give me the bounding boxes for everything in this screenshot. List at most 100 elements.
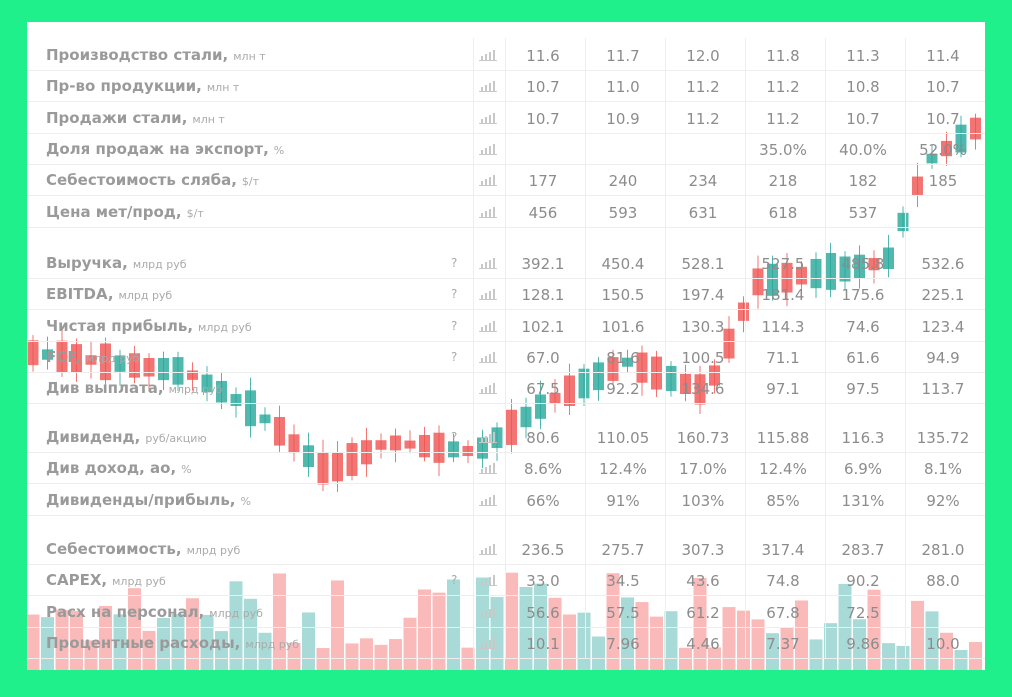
volume-bar xyxy=(128,588,141,670)
cell-value: 110.05 xyxy=(596,429,650,447)
volume-bar xyxy=(940,632,953,670)
volume-bar xyxy=(679,647,692,670)
chart-icon[interactable] xyxy=(479,143,499,155)
row-label: Чистая прибыль, млрд руб xyxy=(46,317,252,335)
cell-value: 275.7 xyxy=(601,541,645,559)
row-label: Доля продаж на экспорт,% xyxy=(46,140,284,158)
unit: млн т xyxy=(206,81,240,95)
cell-value: 10.1 xyxy=(526,634,560,653)
candle xyxy=(390,435,401,451)
table-row: Производство стали, млн т 11.6 11.7 12.0 11.8… xyxy=(27,40,985,71)
cell-value: 485.8 xyxy=(841,255,885,273)
cell-value: 114.3 xyxy=(761,317,805,336)
volume-bar xyxy=(374,644,388,670)
chart-icon[interactable] xyxy=(479,494,499,506)
volume-bar xyxy=(244,598,257,670)
help-icon[interactable]: ? xyxy=(451,287,458,302)
label-text: FCF, xyxy=(46,347,81,366)
candle xyxy=(288,434,300,454)
cell-value: 113.7 xyxy=(921,380,965,399)
help-icon[interactable]: ? xyxy=(451,430,458,444)
candle xyxy=(158,358,169,381)
table-row: Продажи стали, млн т 10.7 10.9 11.2 11.2 10.7 1… xyxy=(27,103,985,134)
candle xyxy=(317,452,329,485)
candle xyxy=(636,352,648,383)
help-icon[interactable]: ? xyxy=(451,318,458,333)
cell-value: 8.1% xyxy=(923,460,963,479)
chart-icon[interactable] xyxy=(479,49,499,61)
cell-value: 12.4% xyxy=(599,460,647,479)
cell-value: 11.2 xyxy=(766,109,800,128)
cell-value: 4.46 xyxy=(686,634,720,653)
volume-bar xyxy=(766,633,779,670)
chart-icon[interactable] xyxy=(479,637,499,649)
volume-bar xyxy=(389,639,402,670)
candle xyxy=(578,368,590,399)
chart-icon[interactable] xyxy=(479,80,499,93)
candle xyxy=(201,374,213,393)
volume-bar xyxy=(345,643,359,670)
chart-icon[interactable] xyxy=(479,462,499,475)
volume-bar xyxy=(403,617,417,670)
chart-icon[interactable] xyxy=(479,606,499,618)
chart-icon[interactable] xyxy=(479,112,499,124)
cell-value: 234 xyxy=(688,172,718,191)
help-icon[interactable]: ? xyxy=(451,573,458,588)
cell-value: 12.4% xyxy=(759,460,807,479)
volume-bar xyxy=(229,581,243,670)
chart-icon[interactable] xyxy=(479,206,499,218)
cell-value: 90.2 xyxy=(846,572,880,591)
volume-bar xyxy=(70,611,83,670)
chart-icon[interactable] xyxy=(479,351,499,363)
chart-icon[interactable] xyxy=(479,543,499,555)
volume-bar xyxy=(519,587,533,670)
volume-bar xyxy=(200,614,214,670)
volume-bar xyxy=(418,589,431,670)
cell-value: 527.5 xyxy=(761,255,805,273)
candle xyxy=(955,124,967,153)
table-row: Див выплата, млрд руб 67.5 92.2 134.6 97.1 97.… xyxy=(27,373,985,405)
candle xyxy=(71,344,82,373)
cell-value: 11.7 xyxy=(606,47,640,65)
chart-icon[interactable] xyxy=(479,320,499,332)
unit: млн т xyxy=(233,50,266,63)
cell-value: 52.0% xyxy=(919,140,967,159)
cell-value: 97.5 xyxy=(846,380,880,399)
help-icon[interactable]: ? xyxy=(451,256,458,270)
volume-bar xyxy=(621,597,634,670)
chart-icon[interactable] xyxy=(479,431,499,443)
chart-icon[interactable] xyxy=(479,174,499,187)
help-icon[interactable]: ? xyxy=(451,349,458,364)
volume-bar xyxy=(27,614,40,670)
candle xyxy=(114,355,126,372)
unit: млн т xyxy=(192,112,225,126)
volume-bar xyxy=(258,632,272,670)
table-row: EBITDA, млрд руб? 128.1 150.5 197.4 181.4 175.… xyxy=(27,279,985,311)
column-divider xyxy=(745,38,746,658)
candle xyxy=(332,452,343,482)
candle xyxy=(85,355,97,365)
cell-value: 116.3 xyxy=(841,429,885,447)
chart-icon[interactable] xyxy=(479,257,499,269)
candle xyxy=(883,247,894,269)
volume-bar xyxy=(505,572,518,670)
cell-value: 537 xyxy=(848,203,878,222)
candle xyxy=(941,140,952,157)
cell-value: 236.5 xyxy=(521,541,565,559)
label-text: Дивиденд, xyxy=(46,428,141,446)
chart-icon[interactable] xyxy=(479,574,499,587)
chart-icon[interactable] xyxy=(479,288,499,301)
cell-value: 74.8 xyxy=(766,572,800,591)
unit: $/т xyxy=(241,175,260,189)
row-label: Див доход, ао,% xyxy=(46,459,192,477)
chart-icon[interactable] xyxy=(479,382,499,395)
candle xyxy=(796,266,807,285)
candle xyxy=(622,357,633,367)
cell-value: 115.88 xyxy=(756,429,810,447)
row-label: Дивиденд, руб/акцию xyxy=(46,428,207,446)
cell-value: 175.6 xyxy=(841,286,885,305)
volume-bar xyxy=(171,613,185,670)
label-text: Продажи стали, xyxy=(46,108,188,127)
volume-bar xyxy=(969,642,982,670)
cell-value: 130.3 xyxy=(681,317,725,336)
